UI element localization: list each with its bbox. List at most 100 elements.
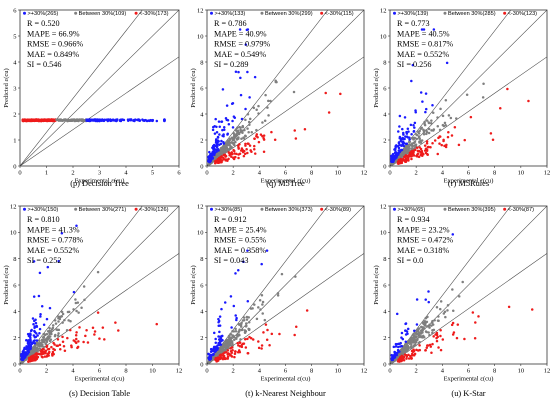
point-between [244, 134, 247, 138]
point-between [54, 322, 58, 325]
point-between [261, 312, 264, 315]
stat-line: RMSE = 0.979% [214, 40, 270, 49]
point-over [60, 232, 64, 235]
point-under [114, 321, 117, 324]
point-over [244, 43, 248, 46]
point-between [429, 121, 433, 125]
point-between [269, 99, 272, 103]
legend-label-between: Between 30%(285) [448, 11, 496, 17]
point-over [394, 147, 397, 150]
point-over [419, 91, 423, 94]
point-between [241, 125, 245, 129]
point-under [324, 91, 327, 95]
point-between [244, 118, 247, 122]
point-over [33, 325, 37, 328]
x-tick-label: 12 [176, 368, 183, 375]
stat-line: MAE = 0.552% [397, 50, 449, 59]
point-under [430, 351, 433, 355]
panel-caption: (u) K-Star [451, 389, 485, 398]
point-under [456, 323, 460, 326]
point-over [27, 350, 31, 354]
point-under [30, 355, 33, 358]
point-under [270, 332, 274, 336]
point-over [230, 326, 233, 329]
point-under [446, 135, 450, 139]
point-under [506, 87, 509, 91]
point-under [435, 331, 439, 335]
point-under [238, 341, 242, 345]
point-under [463, 337, 466, 341]
point-under [441, 338, 445, 341]
panel-caption: (p) Decision Tree [70, 179, 129, 188]
point-between [417, 132, 421, 135]
point-between [253, 303, 256, 306]
y-tick-label: 10 [380, 230, 387, 237]
y-tick-label: 6 [13, 282, 17, 289]
x-tick-label: 2 [232, 368, 235, 375]
point-over [404, 135, 407, 138]
point-between [28, 353, 32, 356]
x-tick-label: 8 [310, 368, 313, 375]
point-over [208, 353, 211, 356]
point-between [234, 327, 237, 331]
chart-panel-4: 0 2 4 6 8 10 12 0 2 4 6 8 10 12 Experimental ε(cu) Pred… [3, 203, 183, 398]
point-between [35, 341, 39, 344]
reference-lines [20, 10, 179, 166]
point-between [227, 341, 231, 345]
point-under [426, 344, 429, 347]
point-over [451, 233, 455, 236]
point-between [418, 129, 421, 133]
point-between [42, 345, 46, 349]
point-over [94, 119, 98, 123]
point-under [232, 156, 235, 160]
point-under [253, 147, 256, 151]
point-over [401, 137, 404, 141]
point-between [447, 114, 451, 117]
point-under [473, 337, 477, 340]
point-over [215, 139, 218, 143]
point-over [394, 345, 398, 348]
y-tick-label: 6 [13, 7, 17, 14]
point-under [76, 345, 80, 349]
point-over [213, 331, 216, 335]
y-tick-label: 6 [200, 85, 204, 92]
point-over [424, 298, 427, 301]
y-tick-label: 8 [13, 256, 16, 263]
point-over [40, 305, 44, 308]
point-under [443, 144, 446, 148]
stat-line: R = 0.773 [397, 19, 430, 28]
x-tick-label: 5 [151, 170, 154, 177]
stat-line: RMSE = 0.472% [397, 236, 453, 245]
legend-label-between: Between 30%(299) [265, 11, 313, 17]
point-between [259, 308, 262, 311]
x-axis-label: Experimental ε(cu) [444, 376, 494, 383]
line-plus-30 [390, 10, 512, 166]
x-tick-label: 1 [45, 170, 48, 177]
point-under [53, 343, 56, 346]
point-over [231, 126, 235, 129]
x-tick-label: 3 [98, 170, 101, 177]
point-between [264, 93, 267, 97]
point-between [423, 120, 426, 124]
point-over [390, 357, 394, 360]
point-under [400, 355, 403, 358]
point-under [84, 334, 87, 338]
point-between [439, 300, 443, 303]
point-between [249, 307, 253, 310]
point-between [410, 147, 414, 150]
point-over [246, 249, 249, 252]
point-over [21, 357, 24, 360]
stat-line: MAPE = 40.5% [397, 29, 450, 38]
point-under [224, 154, 228, 158]
y-tick-label: 5 [13, 33, 16, 40]
y-tick-label: 10 [197, 33, 204, 40]
point-under [438, 142, 441, 145]
point-over [218, 133, 221, 136]
point-over [391, 152, 395, 156]
point-over [211, 156, 214, 160]
point-over [114, 119, 118, 123]
point-over [395, 144, 398, 147]
point-between [415, 329, 419, 332]
point-under [243, 152, 247, 156]
point-over [209, 159, 212, 163]
